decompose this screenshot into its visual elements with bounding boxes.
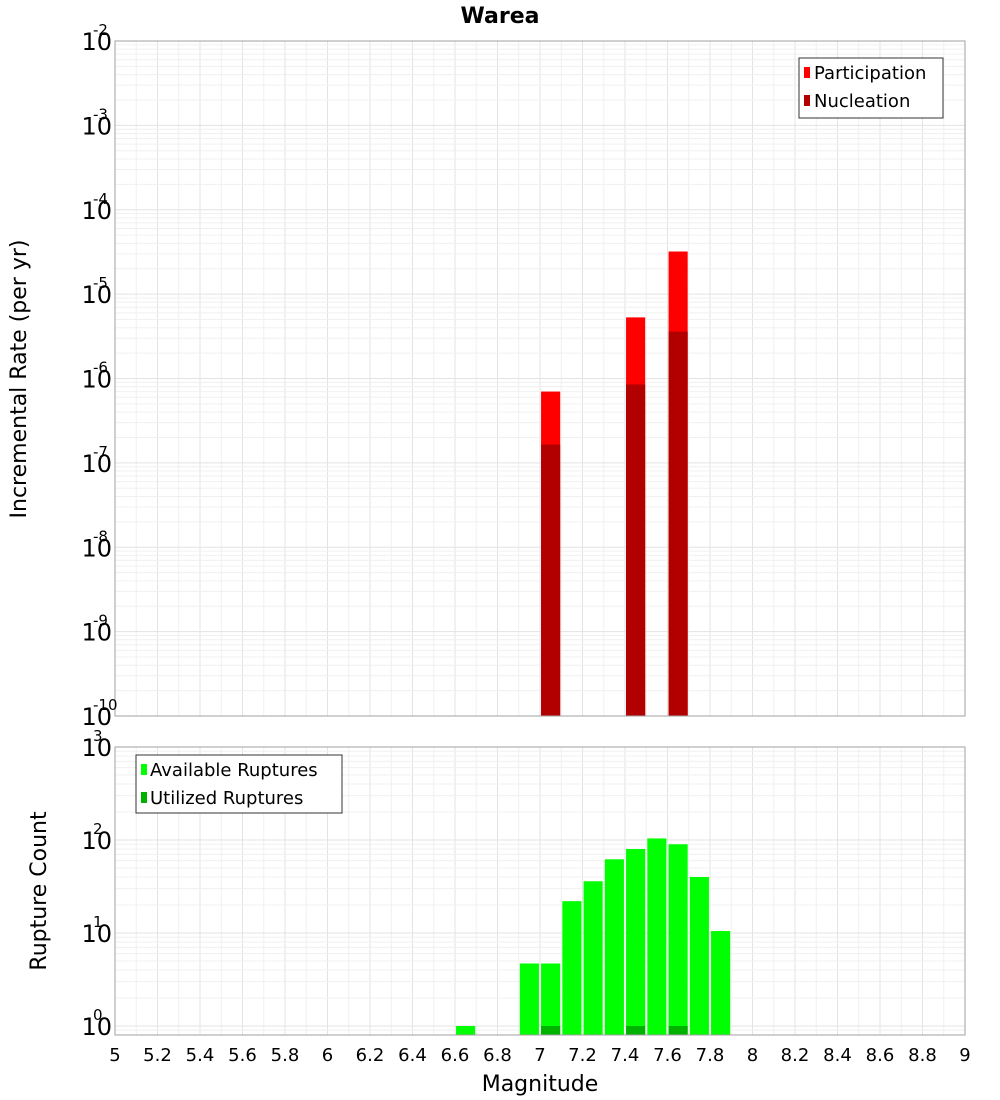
- top-y-tick-exponent: -4: [93, 190, 108, 208]
- participation-legend-swatch: [804, 67, 810, 78]
- bottom-y-tick-base: 10: [81, 1013, 112, 1041]
- utilized-ruptures-legend-swatch: [141, 792, 147, 803]
- x-tick-label: 6.4: [398, 1045, 427, 1066]
- bottom-plot-frame: [114, 746, 966, 1036]
- x-tick-label: 8.6: [866, 1045, 895, 1066]
- x-tick-label: 5.2: [143, 1045, 172, 1066]
- available-ruptures-bar: [583, 881, 603, 1035]
- top-y-tick-exponent: -3: [93, 105, 108, 123]
- available-ruptures-bar: [711, 931, 731, 1035]
- top-legend-box: [798, 57, 944, 119]
- top-y-tick-base: 10: [81, 281, 112, 309]
- top-y-tick-base: 10: [81, 112, 112, 140]
- utilized-ruptures-legend-label: Utilized Ruptures: [150, 788, 303, 809]
- nucleation-bar: [668, 331, 688, 716]
- x-tick-label: 6: [322, 1045, 333, 1066]
- bottom-y-tick-exponent: 1: [93, 913, 103, 931]
- x-tick-label: 7.4: [611, 1045, 640, 1066]
- x-tick-label: 5.4: [186, 1045, 215, 1066]
- nucleation-bar: [626, 384, 646, 716]
- x-tick-label: 9: [959, 1045, 970, 1066]
- bottom-plot-bars: [456, 838, 731, 1035]
- x-tick-label: 7.6: [653, 1045, 682, 1066]
- available-ruptures-bar: [647, 838, 667, 1035]
- bottom-legend-box: [135, 754, 343, 814]
- bottom-y-axis-label: Rupture Count: [27, 811, 52, 971]
- x-tick-label: 7.2: [568, 1045, 597, 1066]
- top-plot-bars: [541, 251, 688, 716]
- available-ruptures-bar: [689, 877, 709, 1035]
- top-plot-frame: [114, 40, 966, 717]
- top-y-tick-base: 10: [81, 28, 112, 56]
- top-y-tick-base: 10: [81, 450, 112, 478]
- x-tick-label: 7.8: [696, 1045, 725, 1066]
- utilized-ruptures-bar: [541, 1025, 561, 1035]
- top-y-tick-base: 10: [81, 197, 112, 225]
- nucleation-legend-swatch: [804, 95, 810, 106]
- bottom-y-tick-base: 10: [81, 920, 112, 948]
- top-y-tick-labels: 10-210-310-410-510-610-710-810-910-10: [81, 21, 117, 731]
- bottom-y-tick-exponent: 3: [93, 727, 103, 745]
- bottom-y-tick-base: 10: [81, 734, 112, 762]
- x-tick-label: 8.4: [823, 1045, 852, 1066]
- x-tick-labels: 5 5.2 5.4 5.6 5.8 6 6.2 6.4 6.6 6.8 7 7.2 7.4 7.6 7.8 8…: [109, 1045, 970, 1066]
- x-tick-label: 6.2: [356, 1045, 385, 1066]
- x-tick-label: 5.8: [271, 1045, 300, 1066]
- available-ruptures-legend-label: Available Ruptures: [150, 760, 318, 781]
- available-ruptures-bar: [562, 901, 582, 1035]
- top-y-tick-base: 10: [81, 366, 112, 394]
- x-tick-label: 8: [747, 1045, 758, 1066]
- x-tick-label: 6.8: [483, 1045, 512, 1066]
- top-y-tick-base: 10: [81, 703, 112, 731]
- top-y-tick-exponent: -5: [93, 274, 108, 292]
- bottom-y-tick-exponent: 0: [93, 1006, 103, 1024]
- x-axis-label: Magnitude: [482, 1072, 599, 1097]
- available-ruptures-bar: [456, 1025, 476, 1035]
- x-tick-label: 6.6: [441, 1045, 470, 1066]
- top-y-tick-exponent: -2: [93, 21, 108, 39]
- top-y-tick-base: 10: [81, 534, 112, 562]
- top-y-tick-base: 10: [81, 619, 112, 647]
- top-legend: Participation Nucleation: [798, 57, 944, 119]
- x-tick-label: 7: [534, 1045, 545, 1066]
- top-plot-grid: [114, 40, 966, 717]
- top-y-tick-exponent: -9: [93, 612, 108, 630]
- utilized-ruptures-bar: [668, 1025, 688, 1035]
- top-y-tick-exponent: -6: [93, 359, 108, 377]
- available-ruptures-bar: [668, 844, 688, 1035]
- top-y-tick-exponent: -10: [93, 696, 118, 714]
- top-y-tick-exponent: -7: [93, 443, 108, 461]
- bottom-legend: Available Ruptures Utilized Ruptures: [135, 754, 343, 814]
- bottom-y-tick-base: 10: [81, 827, 112, 855]
- chart-title: Warea: [461, 4, 540, 29]
- top-y-tick-exponent: -8: [93, 527, 108, 545]
- x-tick-label: 5: [109, 1045, 120, 1066]
- x-tick-label: 8.2: [781, 1045, 810, 1066]
- nucleation-bar: [541, 444, 561, 716]
- utilized-ruptures-bar: [626, 1025, 646, 1035]
- bottom-y-tick-exponent: 2: [93, 820, 103, 838]
- available-ruptures-legend-swatch: [141, 764, 147, 775]
- available-ruptures-bar: [541, 963, 561, 1035]
- participation-legend-label: Participation: [814, 63, 926, 84]
- available-ruptures-bar: [626, 849, 646, 1035]
- x-tick-label: 5.6: [228, 1045, 257, 1066]
- x-tick-label: 8.8: [908, 1045, 937, 1066]
- nucleation-legend-label: Nucleation: [814, 91, 910, 112]
- available-ruptures-bar: [519, 963, 539, 1035]
- available-ruptures-bar: [604, 859, 624, 1035]
- top-y-axis-label: Incremental Rate (per yr): [7, 240, 32, 519]
